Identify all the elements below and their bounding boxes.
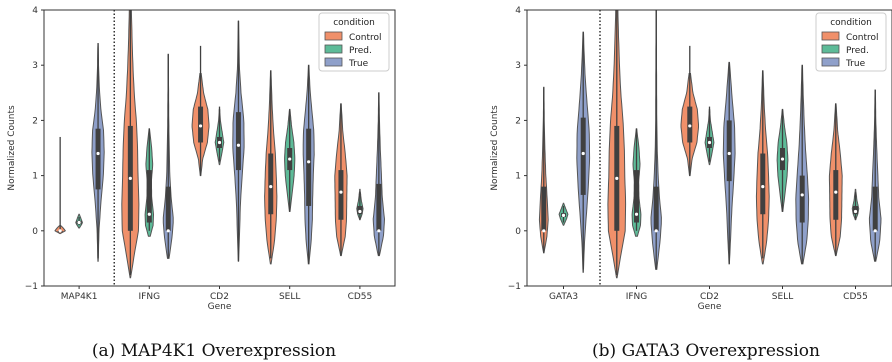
x-tick-label: SELL [772,292,793,302]
x-tick-label: CD55 [843,292,868,302]
caption: (a) MAP4K1 Overexpression [92,341,336,361]
y-axis-label: Normalized Counts [490,105,500,191]
median-point [166,229,170,233]
y-tick-label: 1 [32,172,38,182]
legend-swatch-true [821,57,840,67]
caption: (b) GATA3 Overexpression [592,341,820,361]
median-point [58,229,62,233]
x-tick-label: CD55 [348,292,373,302]
iqr-box [634,170,639,223]
median-point [873,229,877,233]
iqr-box [726,120,732,182]
x-tick-label: MAP4K1 [61,292,98,302]
iqr-box [95,128,101,190]
median-point [236,143,241,147]
y-tick-label: −1 [508,282,521,292]
median-point [707,140,712,145]
median-point [198,124,203,128]
iqr-box [338,170,344,220]
iqr-box [306,128,312,206]
median-point [688,124,692,128]
median-point [147,212,151,216]
median-point [853,209,858,214]
median-point [77,220,81,225]
median-point [800,193,804,197]
y-tick-label: 2 [32,116,38,126]
x-tick-label: IFNG [139,292,161,302]
median-point [339,190,343,194]
y-tick-label: 1 [515,172,521,182]
iqr-box [833,170,839,220]
x-tick-label: CD2 [210,292,229,302]
legend-label: True [845,59,866,69]
median-point [654,229,658,233]
iqr-box [760,153,766,215]
median-point [288,157,292,161]
iqr-box [146,170,152,223]
legend-swatch-true [324,57,343,67]
iqr-box [165,186,171,231]
median-point [217,140,222,145]
median-point [561,213,566,217]
y-axis-label: Normalized Counts [7,105,17,191]
median-point [542,229,546,233]
legend-title: condition [830,18,872,28]
legend-label: Control [349,33,382,43]
legend: condition Control Pred. True [318,12,390,72]
y-tick-label: −1 [25,282,38,292]
legend-swatch-control [324,31,343,41]
median-point [834,190,838,194]
y-tick-label: 4 [515,6,521,16]
median-point [269,185,273,189]
iqr-box [799,175,805,223]
legend-swatch-pred [324,44,343,54]
x-axis-label: Gene [698,302,722,312]
legend-box [318,12,390,72]
legend-label: Pred. [349,46,372,56]
median-point [377,229,381,233]
plot-area [54,10,386,279]
median-point [727,151,731,156]
iqr-box [235,112,241,171]
x-tick-label: CD2 [700,292,719,302]
iqr-box [541,186,547,231]
x-tick-label: IFNG [626,292,648,302]
x-tick-label: GATA3 [549,292,578,302]
y-tick-label: 2 [515,116,521,126]
legend-box [815,12,887,72]
legend-label: True [348,59,369,69]
y-tick-label: 3 [515,61,521,71]
median-point [780,157,785,161]
y-tick-label: 0 [32,227,38,237]
median-point [307,160,311,164]
y-tick-label: 0 [515,227,521,237]
legend-swatch-pred [821,44,840,54]
legend-swatch-control [821,31,840,41]
median-point [128,176,132,180]
legend: condition Control Pred. True [815,12,887,72]
median-point [634,212,639,216]
iqr-box [872,186,878,231]
y-tick-label: 3 [32,61,38,71]
iqr-box [268,153,274,215]
median-point [761,185,765,189]
chart-panel-1: −1 0 1 2 3 4 MAP4K1 IFNG CD2 SELL CD55 Gene Normaliz… [7,6,396,361]
plot-area [538,10,882,279]
legend-label: Pred. [846,46,869,56]
chart-panel-2: −1 0 1 2 3 4 GATA3 IFNG CD2 SELL CD55 Gene Normalize… [490,6,892,361]
median-point [96,151,100,156]
iqr-box [653,186,659,231]
median-point [581,151,585,156]
iqr-box [580,117,586,195]
median-point [358,209,362,214]
x-axis-label: Gene [208,302,232,312]
x-tick-label: SELL [279,292,300,302]
legend-title: condition [333,18,375,28]
legend-label: Control [846,33,879,43]
y-tick-label: 4 [32,6,38,16]
iqr-box [376,183,382,231]
median-point [615,176,619,180]
